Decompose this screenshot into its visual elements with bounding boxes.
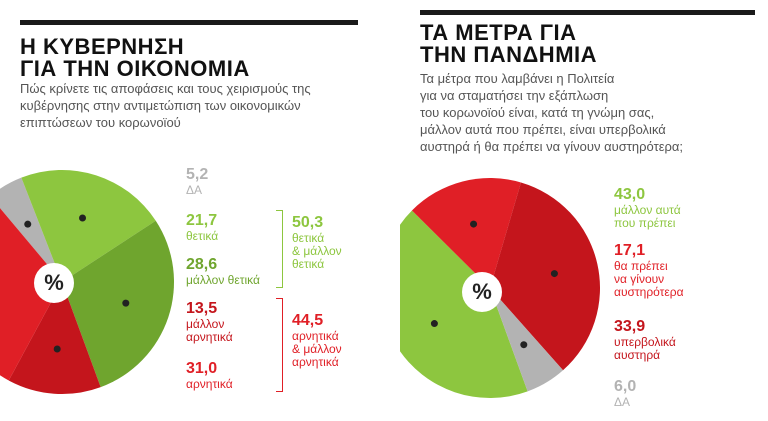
value-label: 31,0 — [186, 360, 218, 377]
category-label: αρνητικά — [186, 377, 233, 391]
value-label: 43,0 — [614, 186, 646, 203]
subtitle-line: Τα μέτρα που λαμβάνει η Πολιτεία — [420, 71, 615, 86]
group-bracket-positive — [276, 210, 283, 288]
group-label: & μάλλον — [292, 342, 342, 356]
economy-panel: Η ΚΥΒΕΡΝΗΣΗ ΓΙΑ ΤΗΝ ΟΙΚΟΝΟΜΙΑ Πώς κρίνετ… — [0, 0, 380, 421]
economy-slice-2 — [62, 220, 174, 388]
title-line-2: ΓΙΑ ΤΗΝ ΟΙΚΟΝΟΜΙΑ — [20, 56, 250, 81]
category-label: μάλλον αυτά — [614, 203, 681, 217]
percent-badge: % — [462, 272, 502, 312]
group-bracket-negative — [276, 298, 283, 392]
measures-slice-marker-3 — [520, 341, 528, 349]
measures-slice-marker-0 — [430, 320, 438, 328]
title-line-2: ΤΗΝ ΠΑΝΔΗΜΙΑ — [420, 42, 598, 67]
top-rule — [20, 20, 358, 25]
title-line-1: Η ΚΥΒΕΡΝΗΣΗ — [20, 34, 185, 59]
top-rule — [420, 10, 755, 15]
subtitle-line: Πώς κρίνετε τις αποφάσεις και τους χειρι… — [20, 81, 311, 96]
value-label: 13,5 — [186, 300, 218, 317]
economy-slice-marker-3 — [53, 345, 61, 353]
value-label: 21,7 — [186, 212, 218, 229]
group-label: θετικά — [292, 231, 325, 245]
category-label: θα πρέπει — [614, 259, 668, 273]
panel-subtitle: Πώς κρίνετε τις αποφάσεις και τους χειρι… — [20, 80, 311, 131]
economy-pie-chart — [0, 170, 174, 394]
subtitle-line: επιπτώσεων του κορωνοϊού — [20, 115, 181, 130]
subtitle-line: αυστηρά ή θα πρέπει να γίνουν αυστηρότερ… — [420, 139, 684, 154]
measures-slice-3 — [490, 288, 564, 392]
category-label: μάλλον θετικά — [186, 273, 260, 287]
group-label: αρνητικά — [292, 355, 339, 369]
category-label: να γίνουν — [614, 272, 665, 286]
economy-slice-marker-2 — [122, 299, 130, 307]
category-label: αρνητικά — [186, 330, 233, 344]
pandemic-measures-panel: ΤΑ ΜΕΤΡΑ ΓΙΑ ΤΗΝ ΠΑΝΔΗΜΙΑ Τα μέτρα που λ… — [400, 0, 768, 421]
measures-pie-chart — [400, 178, 600, 398]
economy-slice-marker-0 — [24, 220, 32, 228]
measures-slice-0 — [400, 210, 528, 398]
group-negative: 44,5 αρνητικά & μάλλον αρνητικά — [292, 312, 342, 369]
subtitle-line: για να σταματήσει την εξάπλωση — [420, 88, 609, 103]
legend-item-stricter: 17,1 θα πρέπει να γίνουν αυστηρότερα — [614, 242, 684, 299]
category-label: που πρέπει — [614, 216, 676, 230]
subtitle-line: κυβέρνησης στην αντιμετώπιση των οικονομ… — [20, 98, 301, 113]
title-line-1: ΤΑ ΜΕΤΡΑ ΓΙΑ — [420, 20, 577, 45]
group-label: αρνητικά — [292, 329, 339, 343]
measures-slice-marker-1 — [470, 220, 478, 228]
legend-item-positive: 21,7 θετικά — [186, 212, 218, 243]
value-label: 5,2 — [186, 166, 209, 183]
measures-slice-2 — [490, 182, 600, 371]
group-label: & μάλλον — [292, 244, 342, 258]
group-value: 50,3 — [292, 214, 324, 231]
category-label: υπερβολικά — [614, 335, 676, 349]
category-label: θετικά — [186, 229, 219, 243]
value-label: 17,1 — [614, 242, 646, 259]
group-positive: 50,3 θετικά & μάλλον θετικά — [292, 214, 342, 271]
legend-item-negative: 31,0 αρνητικά — [186, 360, 233, 391]
economy-slice-0 — [0, 177, 62, 282]
category-label: αυστηρά — [614, 348, 661, 362]
group-label: θετικά — [292, 257, 325, 271]
legend-item-too-strict: 33,9 υπερβολικά αυστηρά — [614, 318, 676, 362]
economy-slice-1 — [21, 170, 156, 282]
measures-slice-1 — [411, 178, 521, 288]
category-label: αυστηρότερα — [614, 285, 684, 299]
economy-slice-3 — [8, 282, 101, 394]
percent-badge: % — [34, 263, 74, 303]
legend-item-rather-positive: 28,6 μάλλον θετικά — [186, 256, 260, 287]
panel-title: ΤΑ ΜΕΤΡΑ ΓΙΑ ΤΗΝ ΠΑΝΔΗΜΙΑ — [420, 22, 597, 66]
legend-item-rather-negative: 13,5 μάλλον αρνητικά — [186, 300, 233, 344]
legend-item-appropriate: 43,0 μάλλον αυτά που πρέπει — [614, 186, 681, 230]
subtitle-line: μάλλον αυτά που πρέπει, είναι υπερβολικά — [420, 122, 666, 137]
category-label: ΔΑ — [614, 395, 631, 409]
measures-slice-marker-2 — [550, 270, 558, 278]
legend-item-da: 5,2 ΔΑ — [186, 166, 208, 197]
category-label: μάλλον — [186, 317, 225, 331]
panel-subtitle: Τα μέτρα που λαμβάνει η Πολιτεία για να … — [420, 70, 683, 155]
subtitle-line: του κορωνοϊού είναι, κατά τη γνώμη σας, — [420, 105, 655, 120]
economy-slice-marker-1 — [79, 214, 87, 222]
category-label: ΔΑ — [186, 183, 203, 197]
value-label: 33,9 — [614, 318, 646, 335]
value-label: 28,6 — [186, 256, 218, 273]
value-label: 6,0 — [614, 378, 637, 395]
economy-slice-4 — [0, 208, 62, 381]
group-value: 44,5 — [292, 312, 324, 329]
panel-title: Η ΚΥΒΕΡΝΗΣΗ ΓΙΑ ΤΗΝ ΟΙΚΟΝΟΜΙΑ — [20, 36, 250, 80]
legend-item-da: 6,0 ΔΑ — [614, 378, 636, 409]
